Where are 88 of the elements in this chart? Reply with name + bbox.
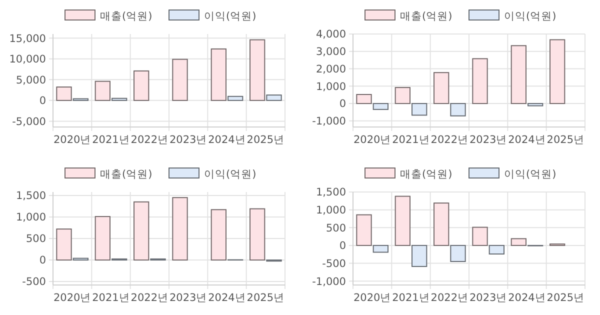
x-tick-label: 2022년 [430, 134, 469, 146]
bar [434, 72, 450, 104]
bar [56, 86, 72, 101]
x-tick-label: 2020년 [353, 134, 392, 146]
legend-label: 매출(억원) [400, 10, 452, 23]
x-tick-label: 2020년 [53, 292, 92, 304]
x-tick-label: 2022년 [130, 292, 169, 304]
bar [412, 103, 428, 116]
legend-label: 이익(억원) [504, 10, 556, 23]
bar [134, 201, 150, 261]
y-tick-label: 0 [339, 240, 346, 252]
bar [210, 209, 226, 261]
x-tick-label: 2023년 [469, 292, 508, 304]
x-tick-label: 2022년 [430, 292, 469, 304]
x-tick-label: 2021년 [92, 134, 130, 146]
x-tick-label: 2025년 [246, 292, 285, 304]
x-tick-label: 2021년 [392, 292, 430, 304]
bar [250, 39, 266, 101]
x-tick-label: 2023년 [169, 134, 208, 146]
y-tick-label: 500 [326, 222, 346, 234]
bar [250, 208, 266, 261]
bar [450, 103, 466, 116]
x-tick-label: 2020년 [53, 134, 92, 146]
x-tick-label: 2022년 [130, 134, 169, 146]
y-tick-label: -1,000 [312, 116, 346, 128]
y-tick-label: 1,000 [316, 80, 346, 93]
x-tick-label: 2024년 [208, 134, 246, 146]
bar [134, 70, 150, 101]
y-tick-label: -5,000 [12, 116, 46, 128]
bar [550, 39, 566, 104]
bar [528, 103, 544, 106]
legend-label: 이익(억원) [504, 168, 556, 181]
y-tick-label: 1,000 [16, 212, 46, 224]
legend-label: 이익(억원) [204, 10, 256, 23]
y-tick-label: 2,000 [316, 63, 346, 76]
x-tick-label: 2025년 [246, 134, 285, 146]
bar [172, 58, 188, 101]
y-tick-label: 3,000 [316, 46, 346, 58]
bar [434, 202, 450, 246]
bar [412, 244, 428, 267]
bar [94, 216, 110, 261]
bar [488, 244, 504, 254]
y-tick-label: 0 [339, 98, 346, 110]
bar [394, 196, 410, 246]
bar [510, 238, 526, 246]
y-tick-label: 4,000 [316, 28, 346, 41]
bar [356, 94, 372, 104]
y-tick-label: 15,000 [9, 32, 46, 45]
y-tick-label: 10,000 [9, 54, 46, 66]
y-tick-label: 1,000 [316, 204, 346, 216]
x-tick-label: 2024년 [508, 134, 546, 146]
bar [510, 45, 526, 104]
bar [394, 87, 410, 104]
x-tick-label: 2021년 [392, 134, 430, 146]
legend-label: 매출(억원) [100, 10, 152, 23]
x-tick-label: 2020년 [353, 292, 392, 304]
bar [172, 197, 188, 261]
legend-label: 매출(억원) [100, 168, 152, 181]
legend-label: 이익(억원) [204, 168, 256, 181]
bar [372, 244, 388, 253]
bar [210, 48, 226, 101]
y-tick-label: 1,500 [316, 186, 346, 199]
bar [472, 226, 488, 246]
y-tick-label: -500 [22, 276, 46, 288]
y-tick-label: 1,500 [16, 190, 46, 202]
bar [266, 94, 282, 101]
bar [112, 98, 128, 101]
y-tick-label: -1,000 [312, 276, 346, 288]
bar [56, 228, 72, 261]
bar [372, 103, 388, 110]
bar [356, 214, 372, 246]
y-tick-label: 500 [26, 233, 46, 246]
bar [94, 80, 110, 101]
x-tick-label: 2023년 [169, 292, 208, 304]
x-tick-label: 2025년 [546, 134, 585, 146]
legend-label: 매출(억원) [400, 168, 452, 181]
x-tick-label: 2021년 [92, 292, 130, 304]
y-tick-label: -500 [322, 258, 346, 270]
y-tick-label: 0 [39, 254, 46, 267]
bar [472, 58, 488, 104]
x-tick-label: 2025년 [546, 292, 585, 304]
x-tick-label: 2023년 [469, 134, 508, 146]
x-tick-label: 2024년 [508, 292, 546, 304]
bar [450, 244, 466, 262]
bar [228, 96, 244, 101]
y-tick-label: 5,000 [16, 74, 46, 86]
x-tick-label: 2024년 [208, 292, 246, 304]
y-tick-label: 0 [39, 95, 46, 108]
